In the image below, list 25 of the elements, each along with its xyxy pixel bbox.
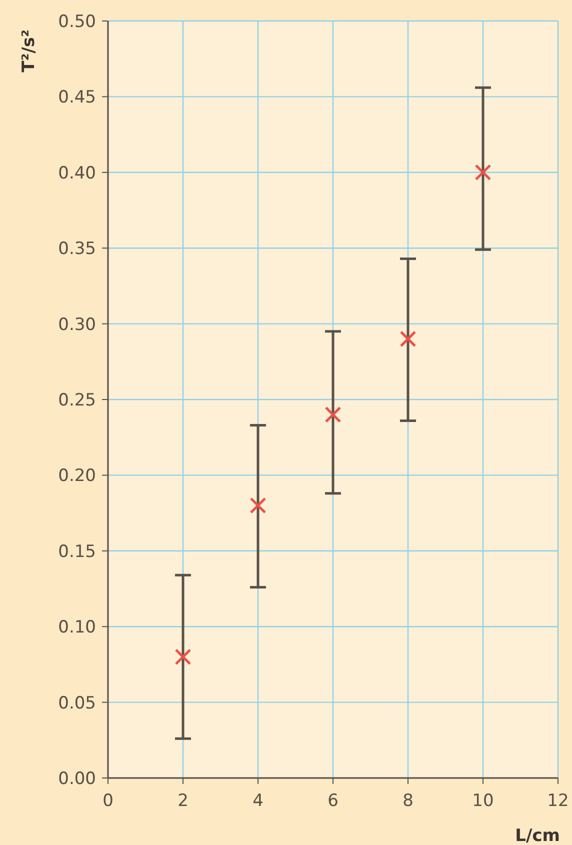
y-tick-label: 0.30 xyxy=(58,314,96,335)
y-tick-label: 0.20 xyxy=(58,466,96,486)
y-tick-label: 0.05 xyxy=(58,693,96,714)
y-axis-title: T²/s² xyxy=(19,30,39,72)
x-axis-title: L/cm xyxy=(515,826,560,845)
y-tick-label: 0.40 xyxy=(58,163,96,184)
y-tick-label: 0.50 xyxy=(58,12,96,32)
point xyxy=(400,330,416,348)
x-tick-label: 8 xyxy=(402,791,414,811)
x-tick-label: 12 xyxy=(547,791,569,811)
y-tick-label: 0.10 xyxy=(58,618,96,638)
y-tick-label: 0.15 xyxy=(58,542,96,562)
y-tick-label: 0.00 xyxy=(58,768,96,789)
x-tick-label: 10 xyxy=(472,791,494,811)
y-tick-label: 0.25 xyxy=(58,390,96,410)
point xyxy=(474,164,492,181)
x-tick-label: 6 xyxy=(328,791,338,811)
point xyxy=(324,406,342,423)
x-tick-label: 4 xyxy=(252,791,264,811)
x-tick-label: 0 xyxy=(102,791,114,811)
point xyxy=(174,648,192,666)
x-tick-label: 2 xyxy=(178,791,188,811)
point xyxy=(250,497,266,514)
y-tick-label: 0.35 xyxy=(58,239,96,260)
y-tick-label: 0.45 xyxy=(58,88,96,108)
